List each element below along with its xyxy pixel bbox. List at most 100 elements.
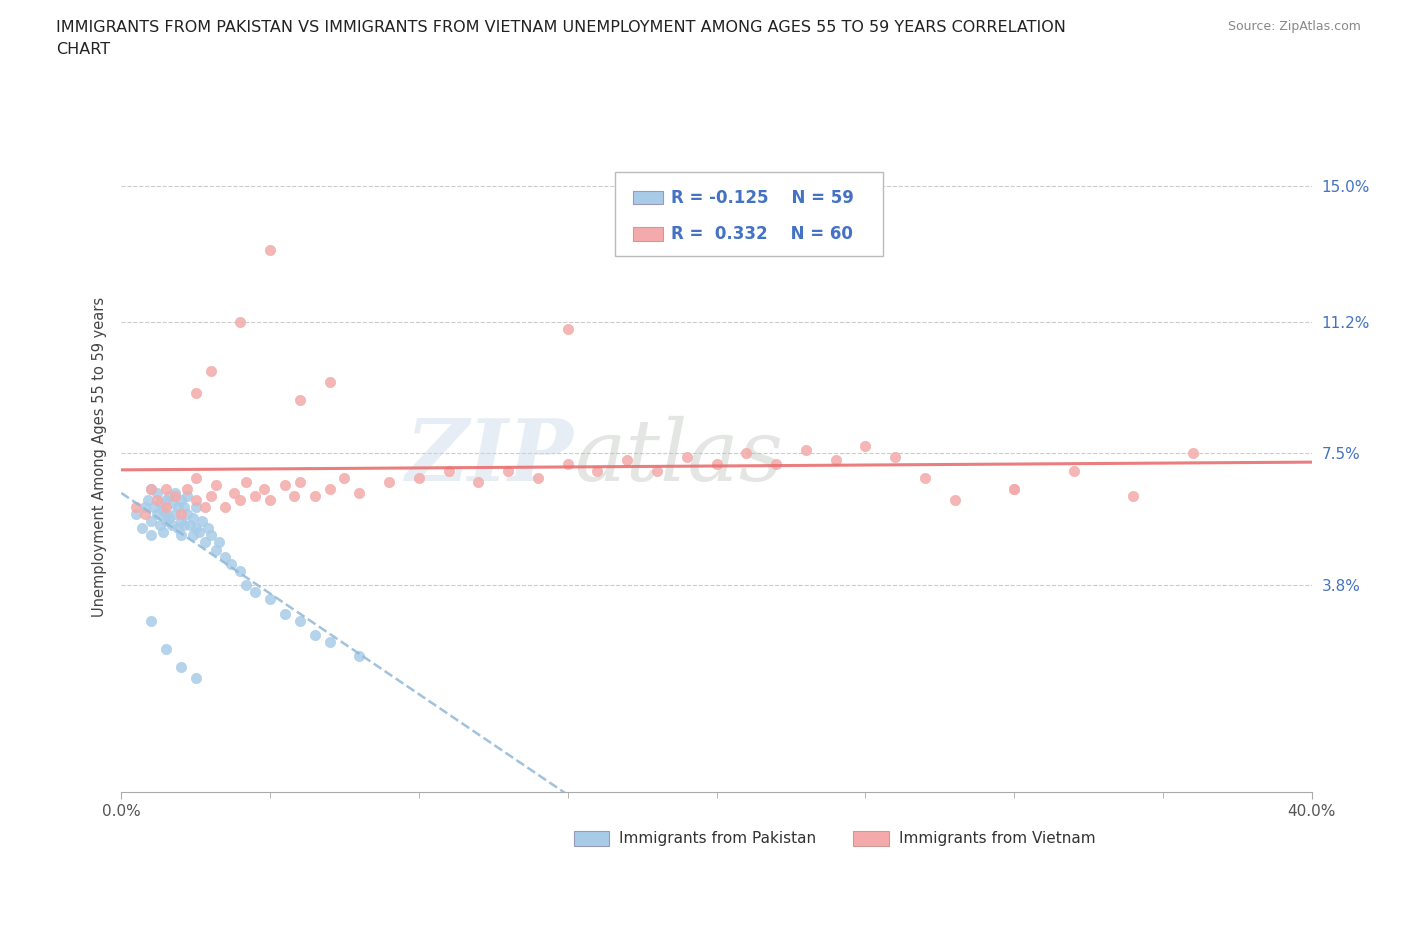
- Point: [706, 457, 728, 472]
- Point: [184, 499, 207, 514]
- Point: [176, 488, 198, 503]
- Point: [229, 314, 252, 329]
- Point: [824, 453, 846, 468]
- Point: [259, 592, 281, 607]
- Point: [318, 635, 340, 650]
- Text: Immigrants from Pakistan: Immigrants from Pakistan: [619, 831, 815, 846]
- Text: Source: ZipAtlas.com: Source: ZipAtlas.com: [1227, 20, 1361, 33]
- FancyBboxPatch shape: [633, 191, 664, 205]
- Point: [163, 507, 186, 522]
- Point: [253, 482, 276, 497]
- Point: [173, 499, 195, 514]
- Point: [139, 614, 162, 629]
- Point: [259, 492, 281, 507]
- Point: [179, 517, 201, 532]
- Point: [139, 513, 162, 528]
- Point: [155, 642, 177, 657]
- Point: [170, 513, 193, 528]
- Point: [125, 499, 148, 514]
- Point: [163, 485, 186, 500]
- Point: [235, 578, 257, 592]
- Point: [152, 525, 174, 539]
- Point: [274, 606, 297, 621]
- FancyBboxPatch shape: [574, 831, 609, 846]
- Point: [184, 471, 207, 485]
- Point: [243, 585, 266, 600]
- Point: [184, 671, 207, 685]
- Point: [205, 542, 228, 557]
- Point: [152, 503, 174, 518]
- Point: [160, 496, 183, 511]
- Point: [173, 517, 195, 532]
- Point: [139, 528, 162, 543]
- Point: [229, 492, 252, 507]
- Point: [200, 364, 222, 379]
- Point: [914, 471, 936, 485]
- Point: [146, 485, 169, 500]
- Point: [304, 488, 326, 503]
- Point: [197, 521, 219, 536]
- Point: [149, 517, 172, 532]
- Point: [408, 471, 430, 485]
- Point: [184, 492, 207, 507]
- Point: [163, 488, 186, 503]
- Point: [170, 492, 193, 507]
- Point: [378, 474, 401, 489]
- Point: [1002, 482, 1025, 497]
- Point: [557, 321, 579, 336]
- Point: [437, 464, 460, 479]
- Point: [235, 474, 257, 489]
- Text: ZIP: ZIP: [406, 415, 574, 498]
- Point: [176, 482, 198, 497]
- Point: [166, 521, 188, 536]
- Point: [187, 525, 209, 539]
- Point: [794, 443, 817, 458]
- Point: [205, 478, 228, 493]
- Point: [586, 464, 609, 479]
- Point: [170, 659, 193, 674]
- Point: [134, 499, 156, 514]
- Point: [181, 510, 204, 525]
- Point: [214, 550, 236, 565]
- Text: Immigrants from Vietnam: Immigrants from Vietnam: [898, 831, 1095, 846]
- Point: [193, 499, 215, 514]
- Point: [139, 482, 162, 497]
- Point: [675, 449, 697, 464]
- Point: [884, 449, 907, 464]
- Point: [229, 564, 252, 578]
- Point: [146, 507, 169, 522]
- Point: [176, 507, 198, 522]
- Point: [527, 471, 550, 485]
- Point: [190, 513, 212, 528]
- Point: [274, 478, 297, 493]
- Point: [170, 507, 193, 522]
- Y-axis label: Unemployment Among Ages 55 to 59 years: Unemployment Among Ages 55 to 59 years: [93, 297, 107, 617]
- Point: [155, 499, 177, 514]
- Point: [125, 507, 148, 522]
- Point: [155, 482, 177, 497]
- Point: [735, 445, 758, 460]
- Point: [170, 528, 193, 543]
- Point: [214, 499, 236, 514]
- Text: IMMIGRANTS FROM PAKISTAN VS IMMIGRANTS FROM VIETNAM UNEMPLOYMENT AMONG AGES 55 T: IMMIGRANTS FROM PAKISTAN VS IMMIGRANTS F…: [56, 20, 1066, 35]
- FancyBboxPatch shape: [616, 172, 883, 256]
- Point: [160, 517, 183, 532]
- Point: [136, 492, 159, 507]
- Point: [155, 513, 177, 528]
- Point: [765, 457, 787, 472]
- Point: [146, 492, 169, 507]
- Point: [557, 457, 579, 472]
- FancyBboxPatch shape: [853, 831, 889, 846]
- Point: [221, 556, 243, 571]
- Point: [288, 474, 311, 489]
- Point: [157, 488, 180, 503]
- Point: [1181, 445, 1204, 460]
- Point: [208, 535, 231, 550]
- Point: [1002, 482, 1025, 497]
- Point: [155, 492, 177, 507]
- Point: [496, 464, 519, 479]
- Point: [349, 485, 371, 500]
- Point: [259, 243, 281, 258]
- Point: [304, 628, 326, 643]
- Text: atlas: atlas: [574, 416, 783, 498]
